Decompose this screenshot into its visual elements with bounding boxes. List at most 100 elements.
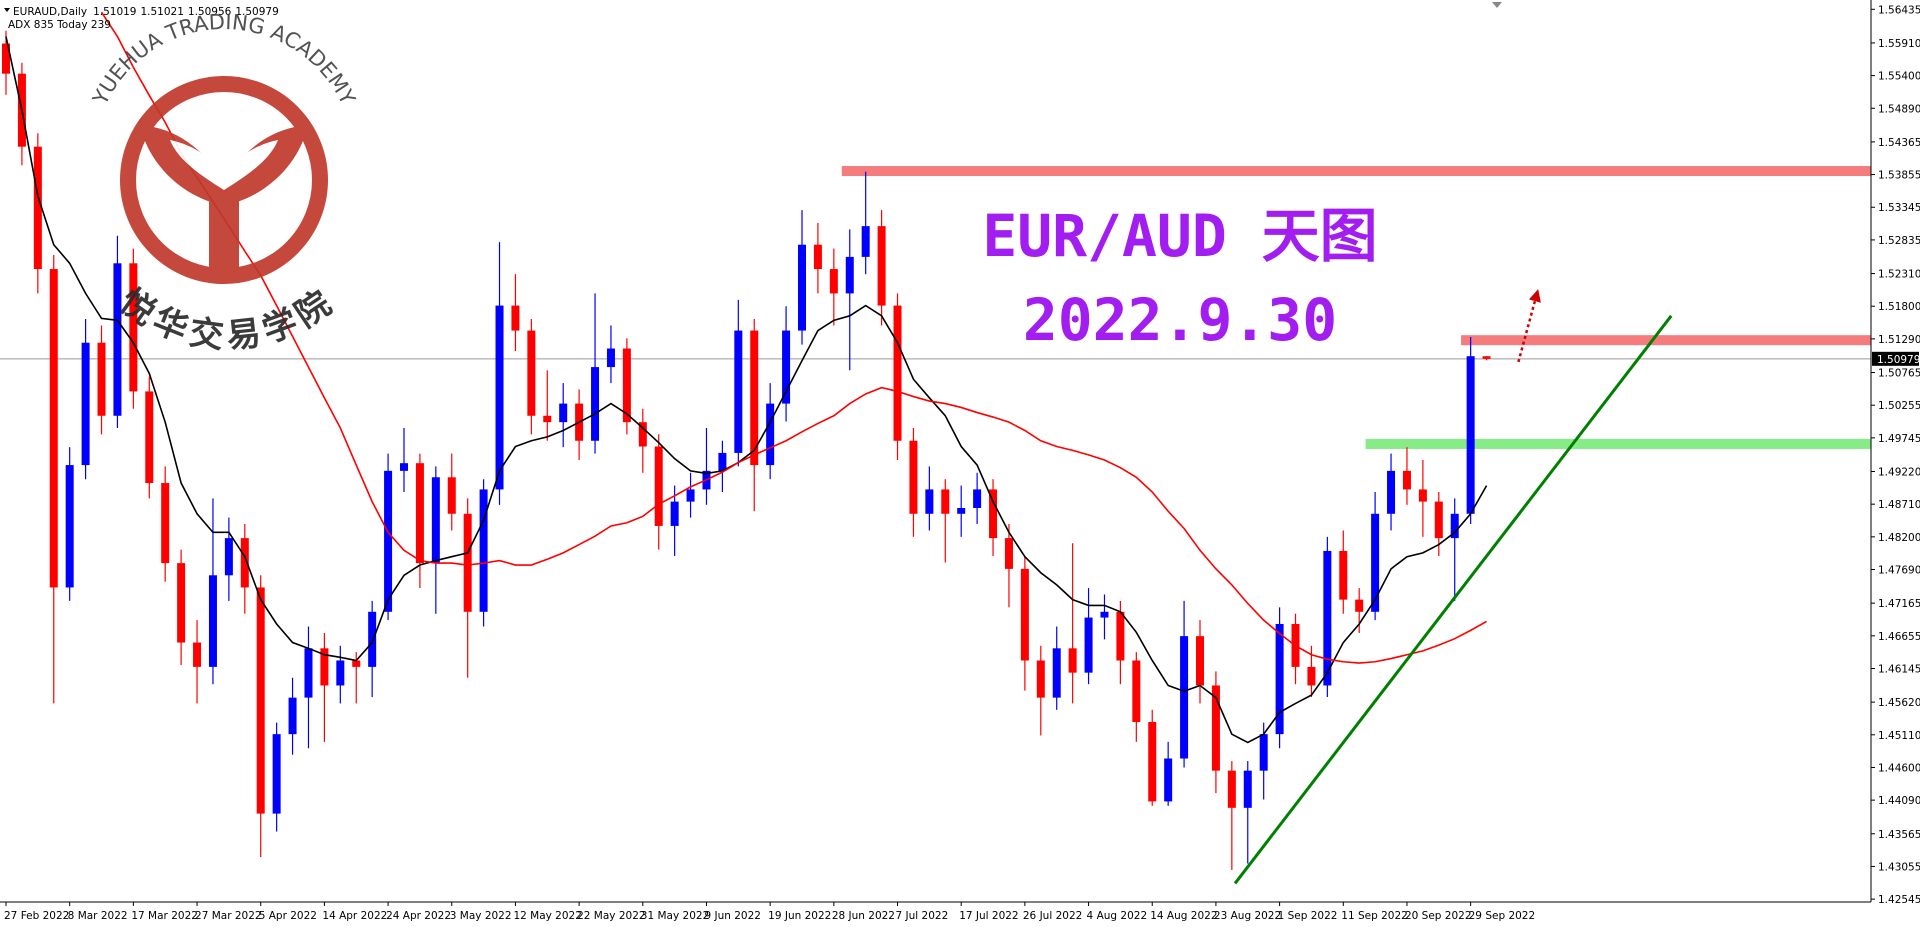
y-tick-label: 1.46655 [1878, 631, 1920, 643]
candle-body [1052, 648, 1061, 698]
candle-body [654, 446, 663, 526]
candle-body [622, 348, 631, 423]
x-tick-label: 19 Jun 2022 [768, 910, 831, 922]
y-tick-label: 1.49220 [1878, 467, 1920, 479]
candle-body [129, 263, 138, 392]
y-tick-label: 1.52835 [1878, 235, 1920, 247]
candle-body [272, 734, 281, 814]
candle-body [1116, 611, 1125, 661]
candle-body [606, 348, 615, 368]
candle-body [256, 587, 265, 814]
candle-body [1036, 660, 1045, 698]
candle-body [352, 660, 361, 667]
y-tick-label: 1.56435 [1878, 4, 1920, 16]
candle-body [750, 330, 759, 466]
x-tick-label: 3 May 2022 [450, 910, 512, 922]
x-tick-label: 23 Aug 2022 [1214, 910, 1281, 922]
x-tick-label: 27 Feb 2022 [4, 910, 69, 922]
candle-body [400, 463, 408, 471]
candle-body [686, 489, 695, 502]
x-tick-label: 8 Mar 2022 [68, 910, 128, 922]
x-tick-label: 17 Mar 2022 [131, 910, 198, 922]
candle-body [1148, 721, 1157, 802]
x-tick-label: 20 Sep 2022 [1405, 910, 1472, 922]
candle-body [240, 538, 249, 588]
y-tick-label: 1.52310 [1878, 269, 1920, 281]
y-tick-label: 1.51800 [1878, 301, 1920, 313]
candle-body [1132, 660, 1141, 722]
candle-body [97, 342, 106, 416]
candle-body [1450, 513, 1459, 539]
symbol: EURAUD,Daily [13, 6, 87, 18]
candle-body [511, 305, 520, 331]
y-tick-label: 1.48710 [1878, 499, 1920, 511]
candle-body [989, 489, 998, 539]
level-zone [841, 166, 1871, 177]
candle-body [893, 305, 902, 441]
chart-title: EUR/AUD 天图 [982, 202, 1377, 270]
candle-body [447, 477, 456, 514]
candle-body [1020, 568, 1029, 661]
candle-body [845, 256, 854, 294]
candle-body [798, 244, 806, 331]
close-value: 1.50979 [235, 6, 278, 18]
x-tick-label: 14 Apr 2022 [322, 910, 387, 922]
candle-body [527, 330, 536, 416]
candle-body [161, 483, 170, 564]
candle-body [113, 263, 122, 416]
candle-body [1259, 734, 1268, 771]
candle-body [1402, 470, 1411, 490]
x-tick-label: 24 Apr 2022 [386, 910, 451, 922]
candle-body [1196, 636, 1204, 686]
price-tag-label: 1.50979 [1877, 354, 1920, 366]
candle-body [877, 226, 886, 306]
candle-body [224, 538, 233, 576]
candle-body [1307, 666, 1316, 686]
y-tick-label: 1.48200 [1878, 532, 1920, 544]
candle-body [479, 489, 488, 612]
candle-body [495, 305, 504, 490]
candle-body [1466, 356, 1475, 514]
y-tick-label: 1.53855 [1878, 170, 1920, 182]
candle-body [1164, 758, 1173, 802]
candle-body [1323, 550, 1332, 686]
y-tick-label: 1.51290 [1878, 334, 1920, 346]
x-tick-label: 1 Sep 2022 [1278, 910, 1338, 922]
y-tick-label: 1.50765 [1878, 368, 1920, 380]
candle-body [463, 513, 472, 612]
candle-body [288, 697, 297, 735]
candle-body [1243, 770, 1252, 808]
candle-body [1355, 599, 1364, 612]
x-tick-label: 27 Mar 2022 [195, 910, 262, 922]
candle-body [1084, 617, 1093, 673]
x-tick-label: 4 Aug 2022 [1087, 910, 1148, 922]
x-tick-label: 31 May 2022 [641, 910, 709, 922]
candle-body [909, 440, 918, 514]
logo-ring [120, 76, 328, 284]
level-zone [1365, 438, 1871, 449]
y-tick-label: 1.43565 [1878, 829, 1920, 841]
x-tick-label: 22 May 2022 [577, 910, 645, 922]
candle-body [941, 489, 950, 514]
high-value: 1.51021 [140, 6, 183, 18]
x-tick-label: 9 Jun 2022 [704, 910, 760, 922]
candle-body [49, 269, 58, 588]
candle-body [1180, 636, 1189, 759]
y-tick-label: 1.54890 [1878, 103, 1920, 115]
y-tick-label: 1.55400 [1878, 71, 1920, 83]
candle-body [829, 269, 838, 294]
candle-body [1068, 648, 1077, 673]
y-tick-label: 1.47690 [1878, 565, 1920, 577]
candle-body [925, 489, 934, 514]
candle-body [1339, 550, 1348, 600]
logo-petal-cut [170, 140, 278, 190]
y-tick-label: 1.45110 [1878, 730, 1920, 742]
candle-body [973, 489, 982, 509]
candle-body [1418, 489, 1427, 502]
moving-average [100, 11, 1487, 664]
x-tick-label: 28 Jun 2022 [832, 910, 895, 922]
open-value: 1.51019 [93, 6, 136, 18]
candle-body [336, 660, 345, 686]
